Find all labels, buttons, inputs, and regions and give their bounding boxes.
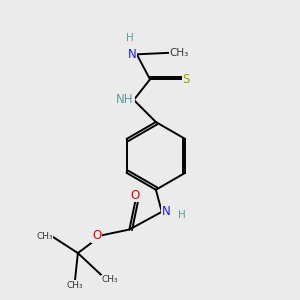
Text: S: S xyxy=(182,73,190,86)
Text: O: O xyxy=(92,229,101,242)
Text: H: H xyxy=(178,210,186,220)
Text: H: H xyxy=(125,32,133,43)
Text: CH₃: CH₃ xyxy=(101,275,118,284)
Text: NH: NH xyxy=(116,93,134,106)
Text: CH₃: CH₃ xyxy=(67,281,83,290)
Text: O: O xyxy=(131,188,140,202)
Text: CH₃: CH₃ xyxy=(36,232,53,242)
Text: N: N xyxy=(162,205,170,218)
Text: CH₃: CH₃ xyxy=(169,48,188,58)
Text: N: N xyxy=(128,48,137,61)
